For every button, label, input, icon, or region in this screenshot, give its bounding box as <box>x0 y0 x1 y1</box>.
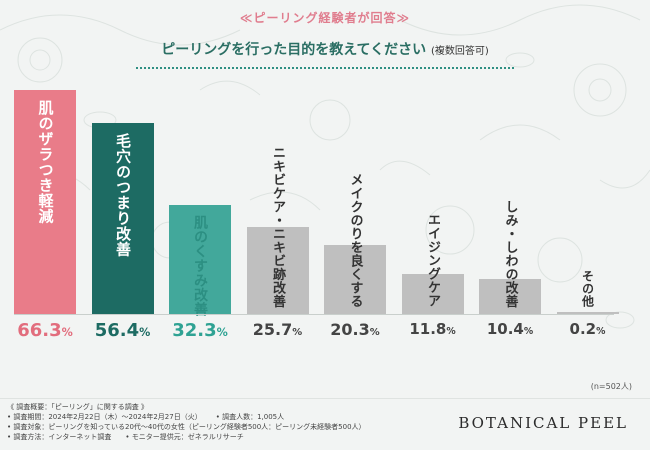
bar-value-5: 20.3% <box>330 320 380 339</box>
bar-value-unit: % <box>523 326 534 337</box>
bar-7 <box>479 278 541 314</box>
bar-3 <box>169 204 231 314</box>
bar-6 <box>401 274 464 314</box>
bar-8 <box>556 312 619 314</box>
bar-value-unit: % <box>292 327 303 338</box>
chart-title-text: ピーリングを行った目的を教えてください <box>161 42 427 58</box>
bar-label-8: その他 <box>580 270 595 308</box>
bar-value-1: 66.3% <box>17 320 73 341</box>
footnote-overview: 《 調査概要：「ピーリング」に関する調査 》 <box>7 403 148 411</box>
bar-label-1: 肌のザラつき軽減 <box>36 100 55 224</box>
sample-size: (n=502人) <box>590 382 632 391</box>
bar-5 <box>324 245 386 314</box>
chart-title: ピーリングを行った目的を教えてください (複数回答可) <box>0 39 650 59</box>
footnote-method: • 調査方法：インターネット調査 <box>7 433 112 441</box>
footnote-provider: • モニター提供元：ゼネラルリサーチ <box>125 433 244 441</box>
bar-label-7: しみ・しわの改善 <box>502 200 518 308</box>
chart-title-note: (複数回答可) <box>430 46 489 57</box>
bar-label-5: メイクのりを良くする <box>347 173 363 308</box>
bar-value-unit: % <box>369 327 380 338</box>
chart-baseline <box>14 314 614 315</box>
bar-4 <box>246 227 309 314</box>
bar-label-3: 肌のくすみ改善 <box>192 214 208 317</box>
bar-value-unit: % <box>139 326 151 339</box>
footer-divider <box>0 398 650 399</box>
bar-value-7: 10.4% <box>486 320 534 338</box>
bar-value-4: 25.7% <box>252 320 303 339</box>
title-divider <box>136 67 514 69</box>
bar-value-unit: % <box>596 326 606 337</box>
bar-label-4: ニキビケア・ニキビ跡改善 <box>270 146 285 308</box>
footnote-count: • 調査人数：1,005人 <box>215 413 285 421</box>
bar-value-unit: % <box>61 326 73 339</box>
bar-label-2: 毛穴のつまり改善 <box>114 133 132 258</box>
bar-1 <box>14 90 76 314</box>
bar-label-6: エイジングケア <box>425 213 440 308</box>
chart-kicker: ≪ピーリング経験者が回答≫ <box>239 11 411 25</box>
bar-2 <box>91 123 154 314</box>
bar-value-3: 32.3% <box>172 320 228 341</box>
survey-footnotes: 《 調査概要：「ピーリング」に関する調査 》 • 調査期間：2024年2月22日… <box>7 402 477 442</box>
bar-value-6: 11.8% <box>409 320 456 338</box>
footnote-period: • 調査期間：2024年2月22日（木）～2024年2月27日（火） <box>7 413 202 421</box>
brand-logo: BOTANICAL PEEL <box>458 414 628 432</box>
footnote-target: • 調査対象：ピーリングを知っている20代～40代の女性（ピーリング経験者500… <box>7 423 366 431</box>
bar-value-2: 56.4% <box>94 320 151 341</box>
bar-value-unit: % <box>216 326 228 339</box>
bar-value-8: 0.2% <box>569 320 606 338</box>
bar-value-unit: % <box>446 326 456 337</box>
